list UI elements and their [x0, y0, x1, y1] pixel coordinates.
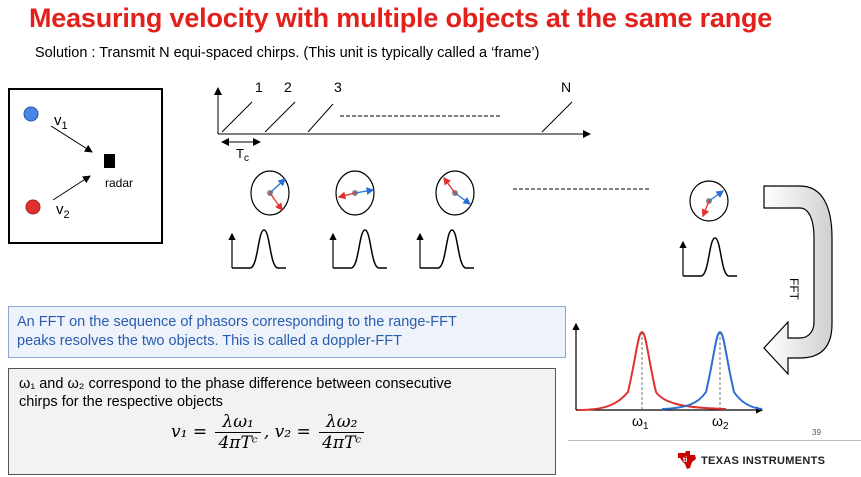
range-peak-n [679, 237, 737, 277]
v1-arrow [50, 125, 93, 153]
phasor-2 [335, 170, 375, 216]
formula-num-1: λω₁ [215, 412, 261, 433]
omega1-label: ω1 [632, 413, 649, 432]
formula-fraction-2: λω₂ 4πTᶜ [319, 412, 365, 453]
v1-label: v1 [54, 112, 68, 132]
object1-dot [23, 106, 39, 122]
chirp-label-3: 3 [334, 79, 342, 95]
phasor-3 [435, 170, 475, 216]
scene-diagram: v1 radar v2 [23, 106, 133, 221]
chirp-1 [221, 101, 253, 133]
range-peak-3 [416, 229, 474, 269]
chirp-label-n: N [561, 79, 571, 95]
formula-v1: v₁ = [171, 422, 208, 442]
formula-den-2: 4πTᶜ [322, 433, 362, 453]
fft-description-line2: peaks resolves the two objects. This is … [17, 333, 402, 349]
footer-divider [568, 440, 861, 441]
omega-explanation-box: ω₁ and ω₂ correspond to the phase differ… [8, 368, 556, 475]
fft-description-line1: An FFT on the sequence of phasors corres… [17, 314, 457, 330]
doppler-spectrum: ω1 ω2 [572, 322, 764, 432]
omega2-label: ω2 [712, 413, 729, 432]
fft-label: FFT [787, 278, 801, 301]
chirp-label-2: 2 [284, 79, 292, 95]
phasor-row [228, 170, 737, 277]
doppler-peak-red [577, 330, 727, 411]
phasor-1 [250, 170, 290, 216]
fft-description-box: An FFT on the sequence of phasors corres… [8, 306, 566, 358]
formula-den-1: 4πTᶜ [218, 433, 258, 453]
svg-text:ti: ti [683, 457, 687, 464]
radar-label: radar [105, 176, 133, 190]
scene-box: v1 radar v2 [8, 88, 163, 244]
formula-fraction-1: λω₁ 4πTᶜ [215, 412, 261, 453]
formula-num-2: λω₂ [319, 412, 365, 433]
chirp-timeline: 1 2 3 N Tc [214, 79, 591, 164]
doppler-peak-blue [661, 330, 763, 410]
slide-title: Measuring velocity with multiple objects… [29, 3, 773, 33]
omega-explanation-line1: ω₁ and ω₂ correspond to the phase differ… [19, 376, 452, 392]
chirp-2 [264, 101, 296, 133]
velocity-formula: v₁ = λω₁ 4πTᶜ , v₂ = λω₂ 4πTᶜ [171, 412, 367, 453]
tc-label: Tc [236, 146, 249, 164]
chirp-n [541, 101, 573, 133]
company-name: TEXAS INSTRUMENTS [701, 455, 826, 467]
radar-icon [104, 154, 115, 168]
omega-explanation-line2: chirps for the respective objects [19, 394, 223, 410]
formula-sep: , v₂ = [263, 422, 311, 442]
v2-arrow [52, 175, 91, 201]
chirp-label-1: 1 [255, 79, 263, 95]
object2-dot [25, 199, 41, 215]
ti-logo-icon: ti [678, 451, 696, 469]
phasor-n [689, 180, 729, 222]
fft-arrow-shape [763, 185, 833, 376]
v2-label: v2 [56, 201, 70, 221]
range-peak-1 [228, 229, 286, 269]
fft-arrow: FFT [763, 185, 833, 376]
slide-number: 39 [812, 428, 821, 437]
chirp-3 [307, 103, 334, 133]
slide-subtitle: Solution : Transmit N equi-spaced chirps… [35, 45, 540, 61]
range-peak-2 [329, 229, 387, 269]
